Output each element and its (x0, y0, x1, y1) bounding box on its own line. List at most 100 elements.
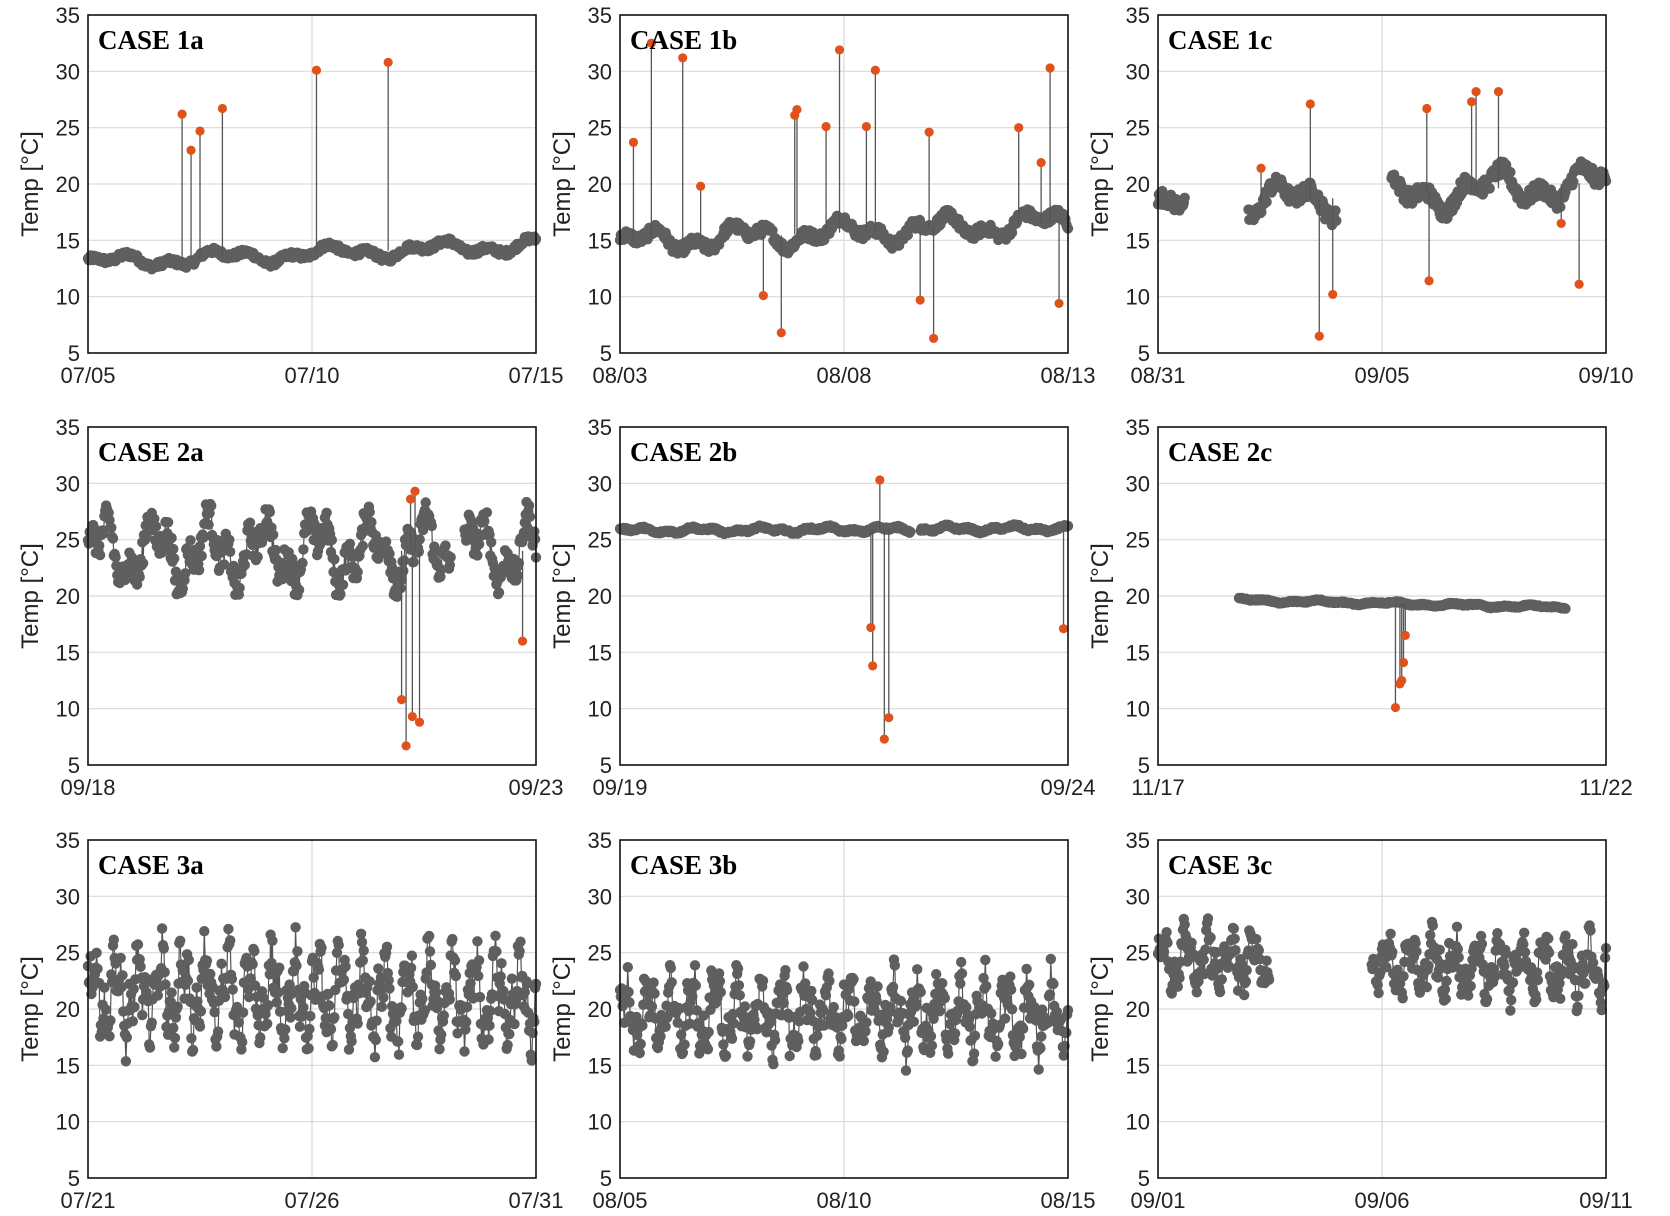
data-point (635, 1038, 646, 1050)
plot-frame (619, 14, 1069, 354)
x-tick-label: 09/05 (1354, 363, 1409, 388)
y-tick-label: 20 (1126, 997, 1150, 1022)
x-tick-label: 09/01 (1130, 1188, 1185, 1213)
y-tick-label: 35 (56, 415, 80, 440)
data-point (233, 1017, 244, 1028)
anomaly-point (1556, 218, 1566, 229)
x-tick-label: 08/15 (1040, 1188, 1095, 1213)
data-point (1241, 965, 1252, 976)
data-point (1016, 1048, 1027, 1060)
data-point (911, 998, 922, 1009)
data-point (1499, 960, 1510, 972)
y-axis-label: Temp [°C] (549, 543, 576, 649)
data-point (1427, 920, 1439, 931)
data-point (166, 987, 177, 998)
data-point (412, 1031, 424, 1042)
data-point (406, 950, 418, 961)
data-point (225, 546, 236, 557)
data-point (1263, 974, 1275, 985)
panel-case-1a: 5 10 15 20 25 30 35 07/05 07/10 07/15 Temp [°C] CAS… (17, 3, 564, 388)
data-point (158, 943, 169, 954)
data-point (665, 962, 676, 974)
data-point (459, 1046, 470, 1057)
data-point (1484, 183, 1495, 194)
x-tick-label: 07/10 (284, 363, 339, 388)
data-point (1239, 989, 1250, 1001)
y-tick-label: 10 (1126, 697, 1150, 722)
data-point (274, 962, 285, 973)
data-point (284, 979, 295, 990)
y-tick-label: 25 (56, 528, 80, 553)
data-point (474, 991, 486, 1003)
anomaly-point (678, 53, 688, 63)
data-point (926, 1040, 938, 1051)
data-point (1021, 963, 1032, 975)
y-tick-label: 5 (600, 341, 612, 366)
data-point (106, 522, 117, 533)
data-point (726, 1033, 738, 1045)
data-point (798, 961, 809, 972)
data-point (472, 550, 483, 561)
data-point (286, 1003, 297, 1014)
data-point (117, 970, 128, 981)
data-point (264, 506, 275, 518)
anomaly-point (868, 661, 878, 671)
data-point (237, 1007, 249, 1018)
data-point (297, 557, 308, 569)
data-point (937, 978, 948, 989)
data-point (364, 506, 375, 518)
data-point (473, 970, 484, 982)
y-tick-label: 35 (588, 3, 612, 28)
data-point (980, 954, 991, 966)
data-point (327, 1039, 338, 1051)
data-point (1505, 167, 1516, 178)
data-point (371, 1015, 382, 1026)
x-tick-label: 09/11 (1579, 1188, 1632, 1213)
y-tick-label: 15 (56, 228, 80, 253)
data-point (156, 923, 168, 934)
data-point (512, 570, 524, 581)
data-point (1186, 937, 1197, 948)
data-point (1560, 603, 1571, 614)
data-point (1174, 972, 1185, 984)
y-tick-label: 10 (1126, 285, 1150, 310)
data-point (398, 565, 409, 577)
data-point (1229, 933, 1240, 944)
plot-frame (87, 14, 537, 354)
data-point (212, 1026, 224, 1037)
data-point (509, 1018, 520, 1030)
data-point (185, 535, 196, 546)
y-tick-label: 25 (56, 116, 80, 141)
data-point (408, 556, 419, 568)
data-point (405, 962, 417, 974)
anomaly-point (884, 713, 894, 723)
panel-title: CASE 3b (630, 850, 737, 880)
data-point (861, 1017, 872, 1028)
anomaly-point (1398, 657, 1409, 668)
y-tick-label: 15 (1126, 228, 1150, 253)
data-point (465, 978, 476, 989)
data-point (483, 1034, 494, 1045)
data-point (1179, 192, 1190, 203)
anomaly-point (646, 38, 656, 48)
y-tick-label: 25 (1126, 941, 1150, 966)
data-point (358, 945, 369, 956)
data-point (293, 584, 305, 596)
y-tick-label: 20 (56, 997, 80, 1022)
y-tick-label: 10 (588, 1110, 612, 1135)
anomaly-point (696, 181, 706, 191)
y-tick-label: 10 (56, 1110, 80, 1135)
data-point (223, 923, 234, 935)
data-point (486, 537, 497, 548)
data-point (956, 956, 967, 968)
data-point (1397, 993, 1408, 1004)
data-point (384, 983, 395, 994)
data-point (858, 1035, 869, 1047)
anomaly-point (1471, 87, 1481, 97)
y-tick-label: 30 (588, 884, 612, 909)
data-point (734, 990, 745, 1001)
data-point (211, 1041, 222, 1052)
x-tick-label: 09/18 (60, 775, 115, 800)
data-point (137, 1009, 148, 1021)
data-point (1555, 993, 1566, 1004)
